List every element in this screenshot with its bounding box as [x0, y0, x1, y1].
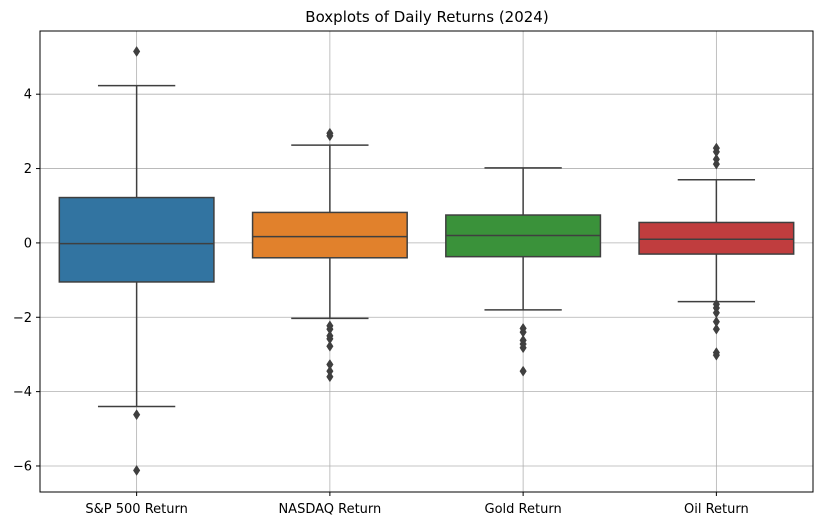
outlier-point — [519, 342, 527, 354]
outlier-point — [133, 45, 141, 57]
box-group — [638, 142, 795, 361]
outlier-point — [133, 409, 141, 421]
chart-title: Boxplots of Daily Returns (2024) — [305, 8, 548, 26]
outlier-point — [326, 371, 334, 383]
box-group — [251, 127, 408, 383]
x-tick-label: Oil Return — [684, 502, 749, 517]
y-tick-label: 4 — [24, 88, 32, 103]
y-tick-label: −2 — [13, 311, 32, 326]
outlier-point — [326, 130, 334, 142]
box-iqr — [251, 211, 408, 259]
x-tick-label: Gold Return — [485, 502, 562, 517]
box-group — [445, 167, 602, 377]
outlier-point — [712, 323, 720, 335]
y-tick-label: 0 — [24, 236, 32, 251]
plot-frame — [39, 30, 814, 493]
outlier-point — [133, 464, 141, 476]
box-iqr — [638, 221, 795, 255]
boxes — [58, 45, 795, 476]
outlier-point — [712, 158, 720, 170]
x-tick-label: S&P 500 Return — [85, 502, 187, 517]
outlier-point — [326, 340, 334, 352]
box-iqr — [58, 196, 215, 283]
outlier-point — [712, 349, 720, 361]
outlier-point — [519, 365, 527, 377]
x-tick-label: NASDAQ Return — [278, 502, 381, 517]
axes: −6 −4 −2 0 2 4 S&P 500 Return NASDAQ Return Gold… — [13, 30, 814, 517]
y-tick-label: 2 — [24, 162, 32, 177]
y-tick-label: −6 — [13, 459, 32, 474]
y-tick-label: −4 — [13, 385, 32, 400]
box-group — [58, 45, 215, 476]
